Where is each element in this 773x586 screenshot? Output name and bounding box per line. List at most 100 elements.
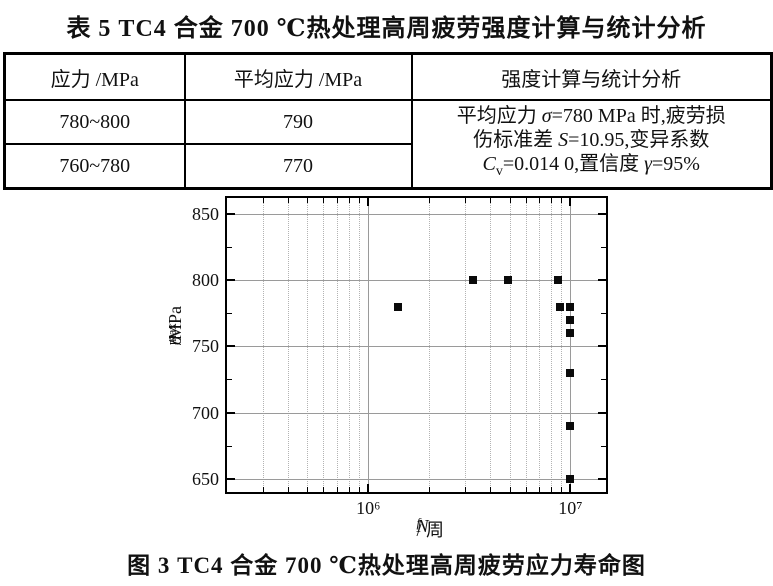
x-minor-gridline <box>550 198 552 492</box>
data-point <box>566 474 575 483</box>
axis-tick <box>525 198 527 203</box>
x-minor-gridline <box>307 198 309 492</box>
data-point <box>566 329 575 338</box>
axis-tick <box>561 487 563 492</box>
axis-tick <box>287 198 289 203</box>
axis-tick <box>307 198 309 203</box>
axis-tick <box>227 445 232 447</box>
data-point <box>566 302 575 311</box>
axis-tick <box>550 198 552 203</box>
axis-tick <box>550 487 552 492</box>
axis-tick <box>569 198 572 206</box>
y-tick-label: 650 <box>192 468 219 489</box>
y-major-gridline <box>227 478 606 480</box>
x-minor-gridline <box>262 198 264 492</box>
axis-tick <box>227 345 235 348</box>
figure-caption: 图 3 TC4 合金 700 ℃热处理高周疲劳应力寿命图 <box>127 553 646 578</box>
x-minor-gridline <box>336 198 338 492</box>
axis-tick <box>323 198 325 203</box>
axis-tick <box>262 487 264 492</box>
x-minor-gridline <box>489 198 491 492</box>
axis-tick <box>601 445 606 447</box>
x-minor-gridline <box>359 198 361 492</box>
data-point <box>556 302 565 311</box>
table-row: 760~780 770 <box>3 143 772 190</box>
x-major-gridline <box>570 198 572 492</box>
y-major-gridline <box>227 412 606 414</box>
axis-tick <box>464 198 466 203</box>
analysis-line: Cv=0.014 0,置信度 γ=95% <box>482 153 700 179</box>
axis-tick <box>601 379 606 381</box>
x-minor-gridline <box>429 198 431 492</box>
mean-stress-cell: 790 <box>183 99 413 145</box>
data-point <box>566 315 575 324</box>
y-major-gridline <box>227 213 606 215</box>
axis-tick <box>489 487 491 492</box>
y-tick-label: 850 <box>192 203 219 224</box>
axis-tick <box>348 198 350 203</box>
axis-tick <box>336 487 338 492</box>
axis-tick <box>348 487 350 492</box>
x-tick-label: 10⁷ <box>558 498 583 518</box>
x-minor-gridline <box>525 198 527 492</box>
x-minor-gridline <box>539 198 541 492</box>
axis-tick <box>367 198 370 206</box>
x-tick-label: 10⁶ <box>356 498 381 518</box>
axis-tick <box>601 247 606 248</box>
axis-tick <box>227 313 232 315</box>
data-point <box>503 276 512 285</box>
axis-tick <box>227 279 235 282</box>
axis-tick <box>489 198 491 203</box>
table-row: 780~800 790 平均应力 σ=780 MPa 时,疲劳损 伤标准差 S=… <box>3 99 773 190</box>
header-analysis: 强度计算与统计分析 <box>410 52 773 101</box>
axis-tick <box>367 484 370 492</box>
axis-tick <box>509 487 511 492</box>
axis-tick <box>227 379 232 381</box>
x-minor-gridline <box>464 198 466 492</box>
header-stress: 应力 /MPa <box>3 52 186 101</box>
axis-tick <box>307 487 309 492</box>
data-point <box>566 421 575 430</box>
x-minor-gridline <box>323 198 325 492</box>
axis-tick <box>429 198 431 203</box>
axis-tick <box>464 487 466 492</box>
x-minor-gridline <box>509 198 511 492</box>
data-point <box>469 276 478 285</box>
axis-tick <box>429 487 431 492</box>
header-mean-stress: 平均应力 /MPa <box>183 52 413 101</box>
axis-tick <box>509 198 511 203</box>
y-tick-label: 800 <box>192 270 219 291</box>
axis-tick <box>262 198 264 203</box>
x-minor-gridline <box>287 198 289 492</box>
x-minor-gridline <box>561 198 563 492</box>
stress-range-cell: 780~800 <box>3 99 186 145</box>
axis-tick <box>323 487 325 492</box>
stress-range-cell: 760~780 <box>3 143 186 190</box>
axis-tick <box>598 212 606 215</box>
axis-tick <box>525 487 527 492</box>
fatigue-statistics-table: 应力 /MPa 平均应力 /MPa 强度计算与统计分析 780~800 790 … <box>3 52 773 190</box>
table-header-row: 应力 /MPa 平均应力 /MPa 强度计算与统计分析 <box>3 52 773 101</box>
data-point <box>554 276 563 285</box>
axis-tick <box>598 345 606 348</box>
mean-stress-cell: 770 <box>183 143 413 190</box>
axis-tick <box>227 411 235 414</box>
y-tick-label: 700 <box>192 402 219 423</box>
axis-tick <box>598 477 606 480</box>
axis-tick <box>227 247 232 248</box>
axis-tick <box>598 279 606 282</box>
axis-tick <box>359 487 361 492</box>
axis-tick <box>359 198 361 203</box>
x-major-gridline <box>368 198 370 492</box>
analysis-line: 平均应力 σ=780 MPa 时,疲劳损 <box>456 105 726 127</box>
axis-tick <box>336 198 338 203</box>
axis-tick <box>598 411 606 414</box>
axis-tick <box>539 198 541 203</box>
axis-tick <box>601 313 606 315</box>
axis-tick <box>539 487 541 492</box>
x-minor-gridline <box>348 198 350 492</box>
analysis-line: 伤标准差 S=10.95,变异系数 <box>473 129 710 151</box>
y-major-gridline <box>227 280 606 282</box>
